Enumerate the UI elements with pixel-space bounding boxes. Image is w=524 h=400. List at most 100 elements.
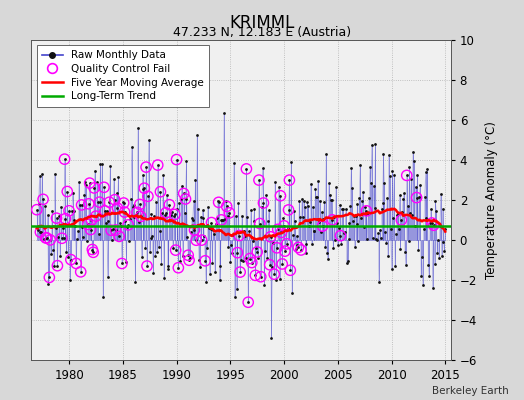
Point (298, 196, 306, 202)
Point (174, 264, 182, 271)
Point (139, 186, 148, 192)
Point (49, 247, 57, 254)
Point (78, 224, 86, 231)
Point (208, 260, 216, 266)
Point (323, 250, 331, 256)
Point (122, 259, 130, 266)
Point (179, 253, 187, 259)
Point (363, 236, 372, 242)
Point (192, 237, 201, 244)
Point (381, 229, 389, 236)
Point (290, 208, 298, 214)
Point (41, 235, 50, 241)
Point (420, 225, 428, 232)
Point (277, 229, 286, 236)
Point (99, 294, 107, 301)
Point (105, 199, 114, 206)
Point (217, 217, 225, 223)
Point (133, 209, 141, 216)
Point (144, 193, 152, 200)
Text: 47.233 N, 12.183 E (Austria): 47.233 N, 12.183 E (Austria) (173, 26, 351, 39)
Point (205, 271, 214, 278)
Point (434, 237, 442, 243)
Point (126, 216, 134, 222)
Point (60, 156, 69, 162)
Point (244, 299, 253, 306)
Point (185, 257, 193, 264)
Point (107, 227, 115, 234)
Point (103, 208, 111, 214)
Point (422, 215, 431, 221)
Point (233, 250, 242, 256)
Point (132, 212, 140, 218)
Point (148, 233, 157, 239)
Point (426, 220, 434, 226)
Point (319, 223, 327, 229)
Point (362, 208, 370, 214)
Point (253, 249, 261, 255)
Point (60, 235, 68, 241)
Point (142, 164, 150, 170)
Point (257, 204, 266, 210)
Point (312, 194, 321, 200)
Point (285, 177, 293, 183)
Point (88, 246, 96, 253)
Point (341, 229, 349, 235)
Point (269, 239, 278, 246)
Point (232, 212, 240, 219)
Point (167, 212, 176, 218)
Point (146, 234, 155, 241)
Point (403, 203, 412, 209)
Point (274, 226, 282, 232)
Point (190, 227, 199, 233)
Point (391, 262, 399, 269)
Point (224, 244, 233, 250)
Point (81, 179, 90, 185)
Point (325, 180, 333, 186)
Point (142, 164, 150, 170)
Point (272, 245, 281, 251)
Point (172, 156, 181, 163)
Point (50, 171, 59, 177)
Point (272, 245, 281, 251)
Point (159, 172, 167, 178)
Point (118, 260, 126, 267)
Point (294, 244, 302, 251)
Point (151, 253, 159, 260)
Point (68, 208, 76, 214)
Point (138, 172, 147, 179)
Point (355, 195, 364, 201)
Point (351, 244, 359, 250)
Point (431, 198, 440, 205)
Point (336, 232, 345, 239)
Point (176, 258, 184, 264)
Point (230, 160, 238, 166)
Point (41, 235, 50, 241)
Point (72, 260, 80, 267)
Point (140, 185, 148, 192)
Point (293, 241, 302, 248)
Point (417, 272, 425, 279)
Point (195, 264, 204, 270)
Point (419, 282, 427, 288)
Point (127, 196, 135, 202)
Point (314, 178, 322, 184)
Point (231, 294, 239, 300)
Point (42, 234, 51, 241)
Point (206, 226, 215, 232)
Point (274, 226, 282, 232)
Point (309, 228, 318, 234)
Point (94, 231, 103, 238)
Point (170, 213, 178, 220)
Point (435, 223, 444, 229)
Point (368, 142, 376, 148)
Point (278, 261, 287, 267)
Point (354, 238, 363, 244)
Point (229, 232, 237, 238)
Point (84, 201, 93, 207)
Point (358, 189, 367, 195)
Point (77, 269, 85, 275)
Point (338, 206, 346, 213)
Point (165, 202, 173, 208)
Point (145, 137, 153, 143)
